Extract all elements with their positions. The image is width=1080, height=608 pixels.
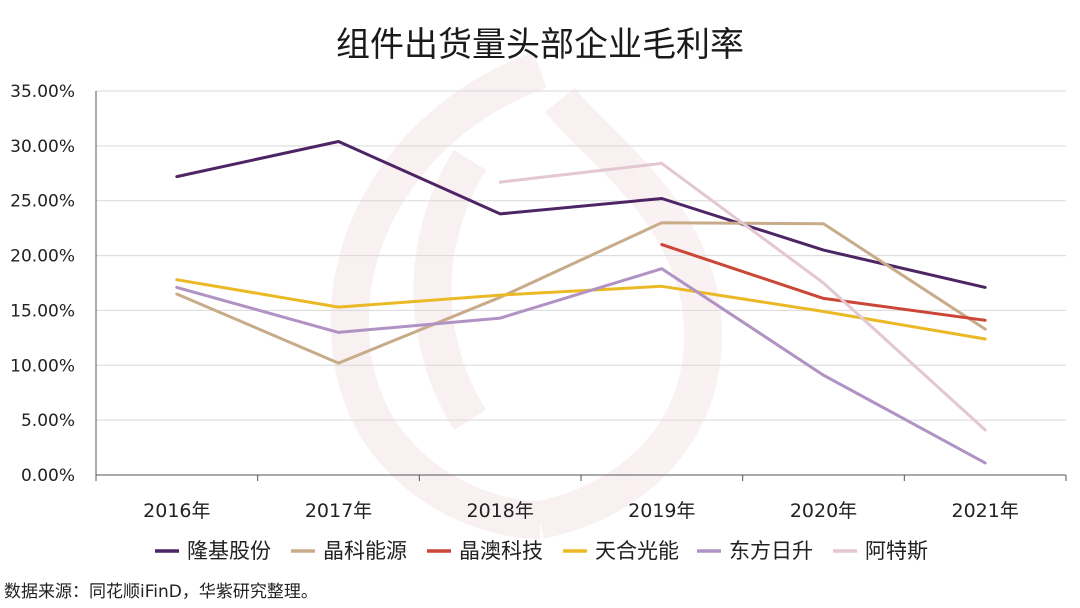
legend-label: 东方日升	[729, 539, 813, 563]
legend-label: 晶澳科技	[459, 539, 543, 563]
legend-label: 隆基股份	[187, 539, 271, 563]
legend-label: 天合光能	[595, 539, 679, 563]
chart-title: 组件出货量头部企业毛利率	[336, 25, 744, 65]
y-tick-label: 10.00%	[10, 356, 75, 376]
y-tick-label: 30.00%	[10, 137, 75, 157]
legend-label: 晶科能源	[323, 539, 407, 563]
y-tick-label: 35.00%	[10, 82, 75, 102]
x-tick-label: 2016年	[143, 500, 210, 522]
x-tick-label: 2020年	[790, 500, 857, 522]
y-tick-label: 15.00%	[10, 301, 75, 321]
y-tick-label: 25.00%	[10, 192, 75, 212]
y-tick-label: 5.00%	[21, 411, 75, 431]
series-line-2	[175, 221, 987, 365]
y-tick-label: 0.00%	[21, 466, 75, 486]
series-line-3	[660, 243, 987, 322]
source-note: 数据来源：同花顺iFinD，华紫研究整理。	[4, 582, 318, 602]
x-tick-label: 2021年	[951, 500, 1018, 522]
x-tick-label: 2019年	[628, 500, 695, 522]
series-line-6	[498, 161, 987, 432]
series-line-5	[175, 267, 987, 465]
legend-label: 阿特斯	[865, 539, 928, 563]
series-line-1	[175, 140, 987, 289]
series-lines	[175, 140, 987, 465]
x-axis: 2016年 2017年 2018年 2019年 2020年 2021年	[95, 91, 1067, 522]
series-line-4	[175, 278, 987, 341]
x-tick-label: 2018年	[466, 500, 533, 522]
y-axis: 0.00% 5.00% 10.00% 15.00% 20.00% 25.00% 30.00%…	[10, 82, 75, 486]
legend: 隆基股份 晶科能源 晶澳科技 天合光能 东方日升 阿特斯	[155, 539, 928, 563]
x-tick-label: 2017年	[305, 500, 372, 522]
y-tick-label: 20.00%	[10, 247, 75, 267]
